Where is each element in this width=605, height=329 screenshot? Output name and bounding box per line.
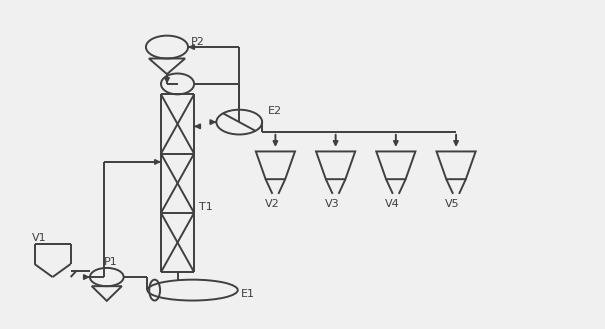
Text: V5: V5	[445, 199, 460, 209]
Text: V4: V4	[385, 199, 400, 209]
Text: E2: E2	[268, 106, 283, 116]
Text: V2: V2	[264, 199, 280, 209]
Text: T1: T1	[199, 202, 213, 212]
Text: V1: V1	[31, 233, 46, 243]
Text: P1: P1	[104, 257, 117, 266]
Text: E1: E1	[241, 289, 255, 299]
Text: V3: V3	[325, 199, 339, 209]
Text: P2: P2	[191, 38, 205, 47]
